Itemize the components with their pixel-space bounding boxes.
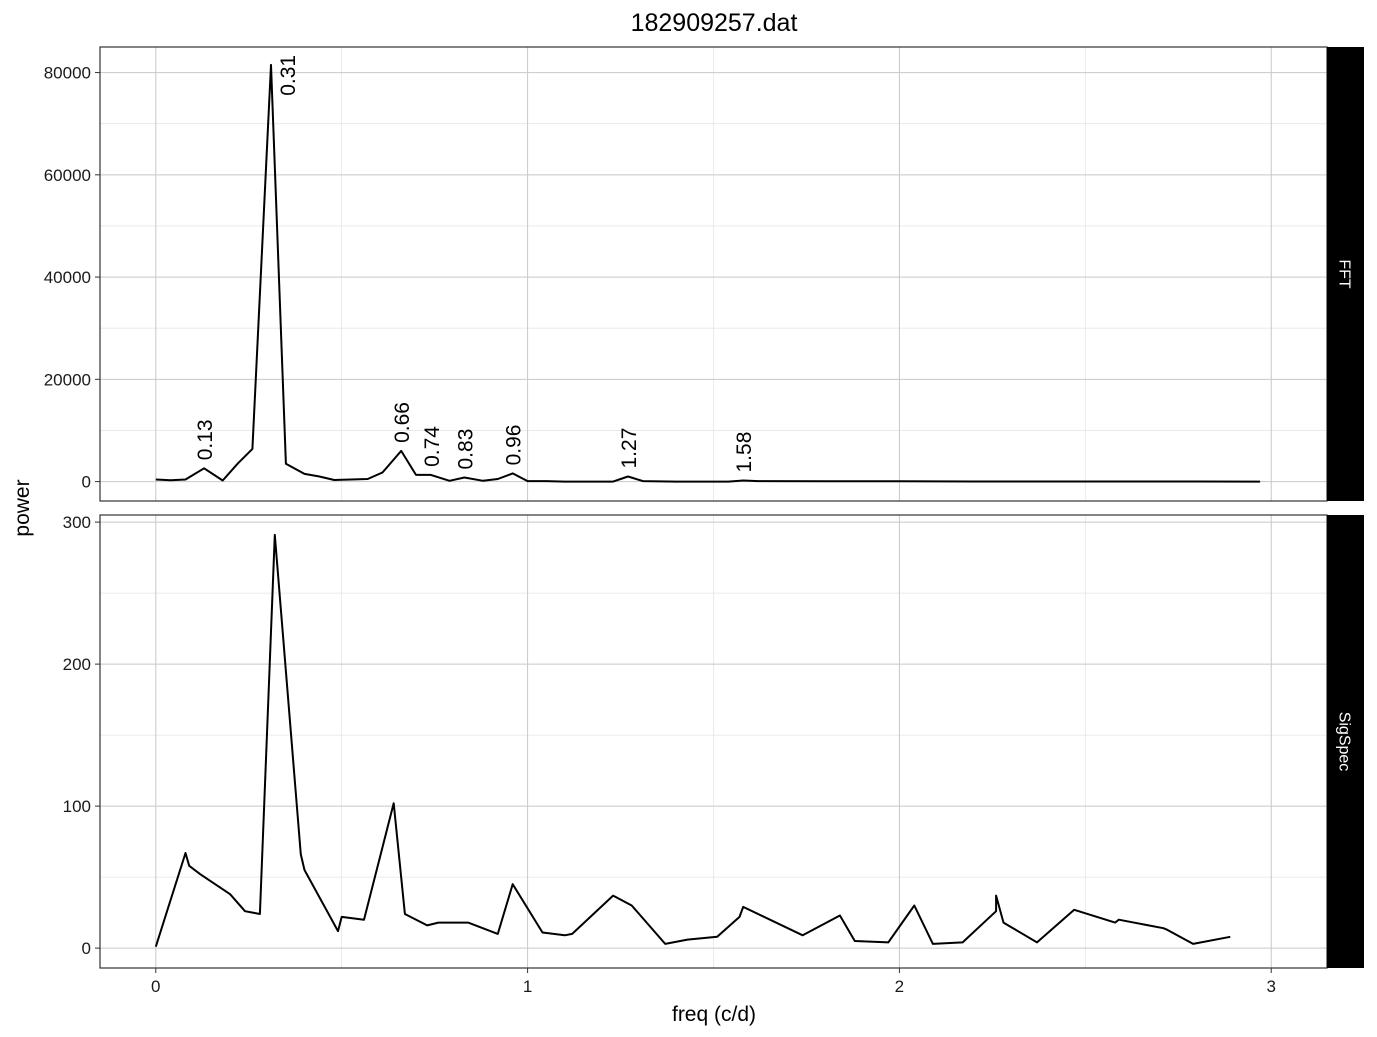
y-tick-label: 0 [82, 473, 91, 492]
peak-label: 1.58 [733, 432, 756, 473]
x-tick-label: 1 [523, 977, 532, 996]
peak-label: 0.13 [194, 419, 217, 460]
y-tick-label: 300 [63, 513, 91, 532]
facet-strip [1327, 47, 1364, 501]
x-tick-label: 2 [895, 977, 904, 996]
chart-title: 182909257.dat [631, 9, 798, 37]
panel-fft: 0 20000 40000 60000 80000 0.13 0.31 0.66 0.74 0.8… [44, 46, 1364, 502]
y-tick-label: 20000 [44, 370, 91, 389]
peak-label: 0.31 [277, 55, 300, 96]
y-tick-label: 40000 [44, 268, 91, 287]
panel-sigspec: 0 100 200 300 SigSpec 0 1 2 3 [63, 513, 1364, 996]
series-line-sigspec [154, 533, 1231, 948]
series-line-fft [155, 63, 1261, 483]
y-tick-label: 60000 [44, 166, 91, 185]
x-tick-label: 3 [1266, 977, 1275, 996]
peak-label: 1.27 [618, 428, 641, 469]
peak-label: 0.74 [421, 426, 444, 467]
facet-strip [1327, 515, 1364, 968]
x-axis-title: freq (c/d) [672, 1003, 756, 1026]
y-axis-title: power [11, 479, 34, 536]
y-tick-label: 0 [82, 939, 91, 958]
facet-strip-label: SigSpec [1336, 712, 1353, 772]
y-tick-label: 200 [63, 655, 91, 674]
peak-label: 0.83 [454, 429, 477, 470]
y-tick-label: 100 [63, 797, 91, 816]
peak-label: 0.96 [503, 425, 526, 466]
facet-strip-label: FFT [1336, 259, 1353, 289]
y-tick-label: 80000 [44, 64, 91, 83]
peak-label: 0.66 [391, 402, 414, 443]
x-tick-label: 0 [151, 977, 160, 996]
